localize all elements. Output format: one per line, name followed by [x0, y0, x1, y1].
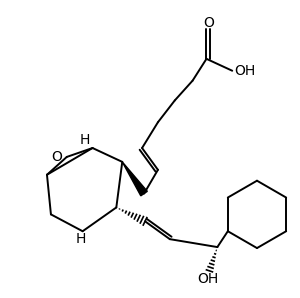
Text: OH: OH	[197, 272, 218, 286]
Polygon shape	[122, 162, 147, 196]
Text: H: H	[79, 133, 90, 147]
Text: H: H	[76, 232, 86, 246]
Text: OH: OH	[234, 64, 256, 78]
Text: O: O	[203, 16, 214, 30]
Text: O: O	[51, 150, 62, 164]
